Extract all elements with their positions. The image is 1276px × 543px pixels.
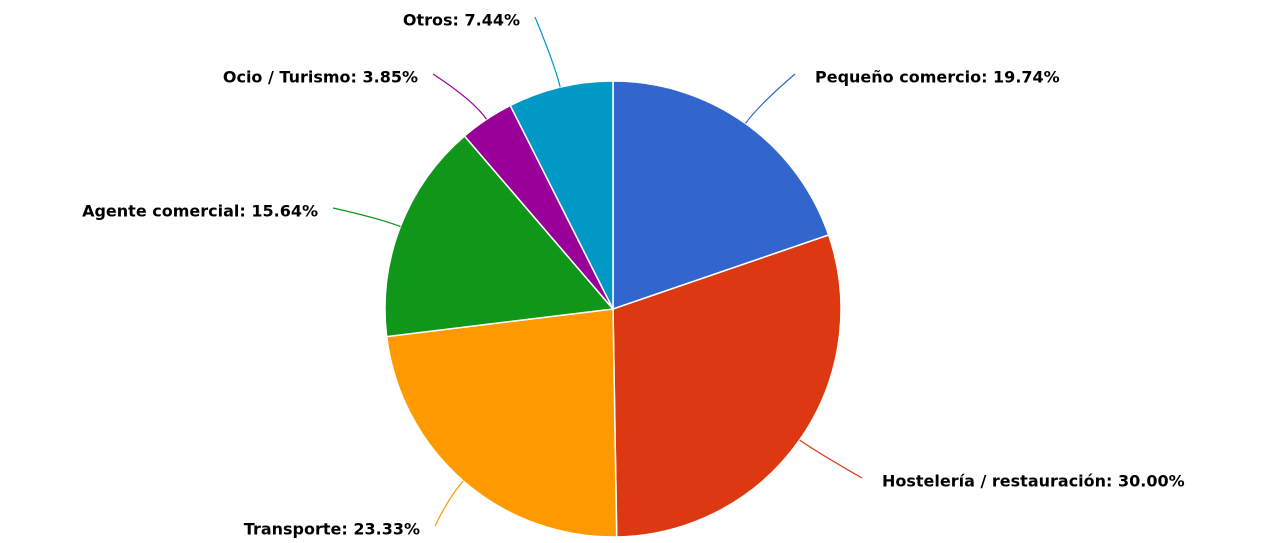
data-label: Pequeño comercio: 19.74% — [815, 68, 1060, 87]
data-label: Ocio / Turismo: 3.85% — [223, 68, 418, 87]
pie-slice — [612, 234, 842, 538]
label-connector — [799, 439, 863, 479]
pie-slice — [612, 80, 830, 311]
pie-slice — [385, 308, 618, 538]
label-connector — [745, 73, 796, 124]
data-label: Hostelería / restauración: 30.00% — [882, 472, 1185, 491]
data-label: Agente comercial: 15.64% — [82, 202, 318, 221]
label-connector — [332, 207, 401, 228]
data-label: Transporte: 23.33% — [244, 520, 420, 539]
label-connector — [434, 480, 464, 527]
pie-slice — [509, 80, 614, 310]
label-connector — [432, 73, 487, 120]
data-label: Otros: 7.44% — [403, 11, 520, 30]
label-connector — [534, 16, 561, 88]
